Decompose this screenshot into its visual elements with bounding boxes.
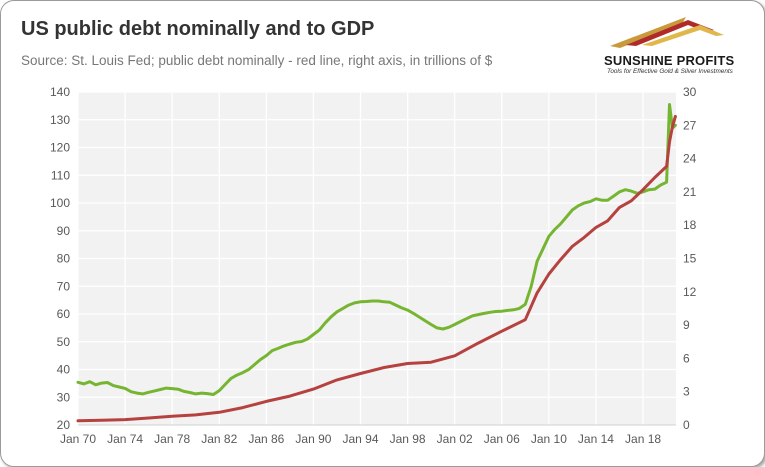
x-tick-label: Jan 90 bbox=[295, 432, 331, 446]
y-right-tick-label: 15 bbox=[683, 252, 697, 266]
y-right-tick-label: 30 bbox=[683, 85, 697, 99]
x-tick-label: Jan 18 bbox=[625, 432, 661, 446]
x-tick-label: Jan 14 bbox=[578, 432, 614, 446]
x-tick-label: Jan 02 bbox=[437, 432, 473, 446]
y-right-tick-label: 3 bbox=[683, 385, 690, 399]
y-left-tick-label: 20 bbox=[57, 418, 71, 432]
y-left-tick-label: 100 bbox=[50, 196, 70, 210]
y-left-tick-label: 110 bbox=[51, 168, 70, 182]
axes: 20 30 40 50 60 70 80 90 100 110 120 130 140 0 3 6 9 12 15 1… bbox=[50, 85, 697, 446]
y-left-tick-label: 60 bbox=[57, 307, 71, 321]
y-left-tick-label: 130 bbox=[50, 113, 70, 127]
debt-nominal-line bbox=[76, 114, 677, 423]
y-right-tick-label: 6 bbox=[683, 351, 690, 365]
sunshine-profits-logo: SUNSHINE PROFITS Tools for Effective Gol… bbox=[596, 12, 756, 78]
y-right-tick-label: 9 bbox=[683, 318, 690, 332]
y-left-tick-label: 30 bbox=[57, 390, 71, 404]
chart-subtitle: Source: St. Louis Fed; public debt nomin… bbox=[21, 53, 493, 68]
chart-title: US public debt nominally and to GDP bbox=[21, 18, 375, 40]
x-tick-label: Jan 70 bbox=[60, 432, 96, 446]
y-right-tick-label: 0 bbox=[683, 418, 690, 432]
y-left-tick-label: 40 bbox=[57, 363, 71, 377]
y-right-tick-label: 12 bbox=[683, 285, 697, 299]
x-tick-label: Jan 06 bbox=[484, 432, 520, 446]
y-left-tick-label: 70 bbox=[57, 279, 71, 293]
y-right-tick-label: 21 bbox=[683, 185, 697, 199]
logo-tagline: Tools for Effective Gold & Silver Invest… bbox=[607, 68, 733, 75]
y-right-tick-label: 24 bbox=[683, 152, 697, 166]
x-tick-label: Jan 82 bbox=[201, 432, 237, 446]
x-tick-label: Jan 10 bbox=[531, 432, 567, 446]
series bbox=[76, 103, 677, 423]
debt-to-gdp-line bbox=[76, 103, 677, 396]
x-tick-label: Jan 98 bbox=[390, 432, 426, 446]
rising-arrow-logo-icon bbox=[610, 17, 724, 48]
x-tick-label: Jan 94 bbox=[343, 432, 379, 446]
y-left-tick-label: 50 bbox=[57, 335, 71, 349]
x-tick-label: Jan 78 bbox=[154, 432, 190, 446]
y-left-tick-label: 120 bbox=[50, 141, 70, 155]
y-left-tick-label: 90 bbox=[57, 224, 71, 238]
y-left-tick-label: 140 bbox=[50, 85, 70, 99]
logo-name: SUNSHINE PROFITS bbox=[604, 53, 735, 68]
y-right-tick-label: 27 bbox=[683, 118, 697, 132]
gridlines bbox=[77, 91, 676, 425]
x-tick-label: Jan 74 bbox=[107, 432, 143, 446]
y-left-tick-label: 80 bbox=[57, 252, 71, 266]
y-right-tick-label: 18 bbox=[683, 218, 697, 232]
x-tick-label: Jan 86 bbox=[248, 432, 284, 446]
